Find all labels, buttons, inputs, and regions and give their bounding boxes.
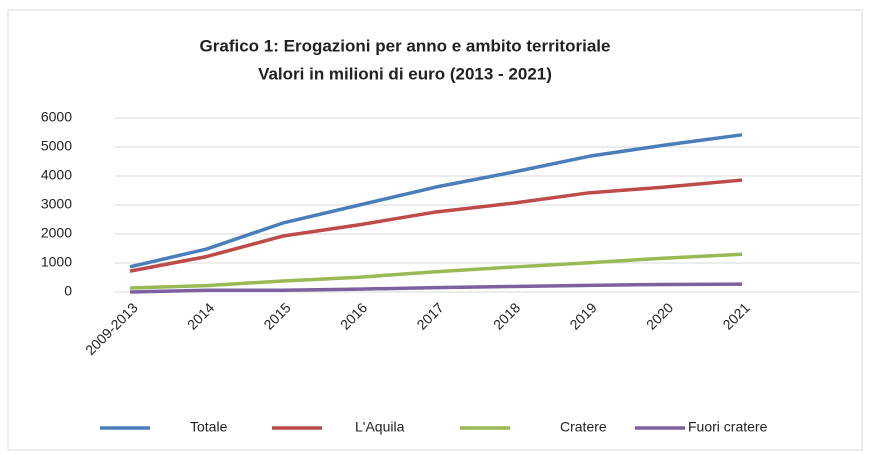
line-series (129, 133, 743, 269)
legend-label: Cratere (560, 419, 607, 435)
legend-label: Totale (190, 419, 228, 435)
y-tick-label: 5000 (41, 138, 72, 154)
y-tick-label: 6000 (41, 109, 72, 125)
y-tick-label: 1000 (41, 254, 72, 270)
chart-subtitle: Valori in milioni di euro (2013 - 2021) (258, 64, 552, 83)
chart-title: Grafico 1: Erogazioni per anno e ambito … (200, 36, 611, 55)
chart-border (7, 9, 863, 451)
line-series (129, 282, 743, 294)
y-tick-label: 0 (64, 283, 72, 299)
y-tick-label: 3000 (41, 196, 72, 212)
line-series (129, 178, 743, 273)
legend-label: L'Aquila (355, 419, 405, 435)
legend-label: Fuori cratere (688, 419, 768, 435)
y-tick-label: 4000 (41, 167, 72, 183)
line-series (129, 252, 743, 290)
y-tick-label: 2000 (41, 225, 72, 241)
